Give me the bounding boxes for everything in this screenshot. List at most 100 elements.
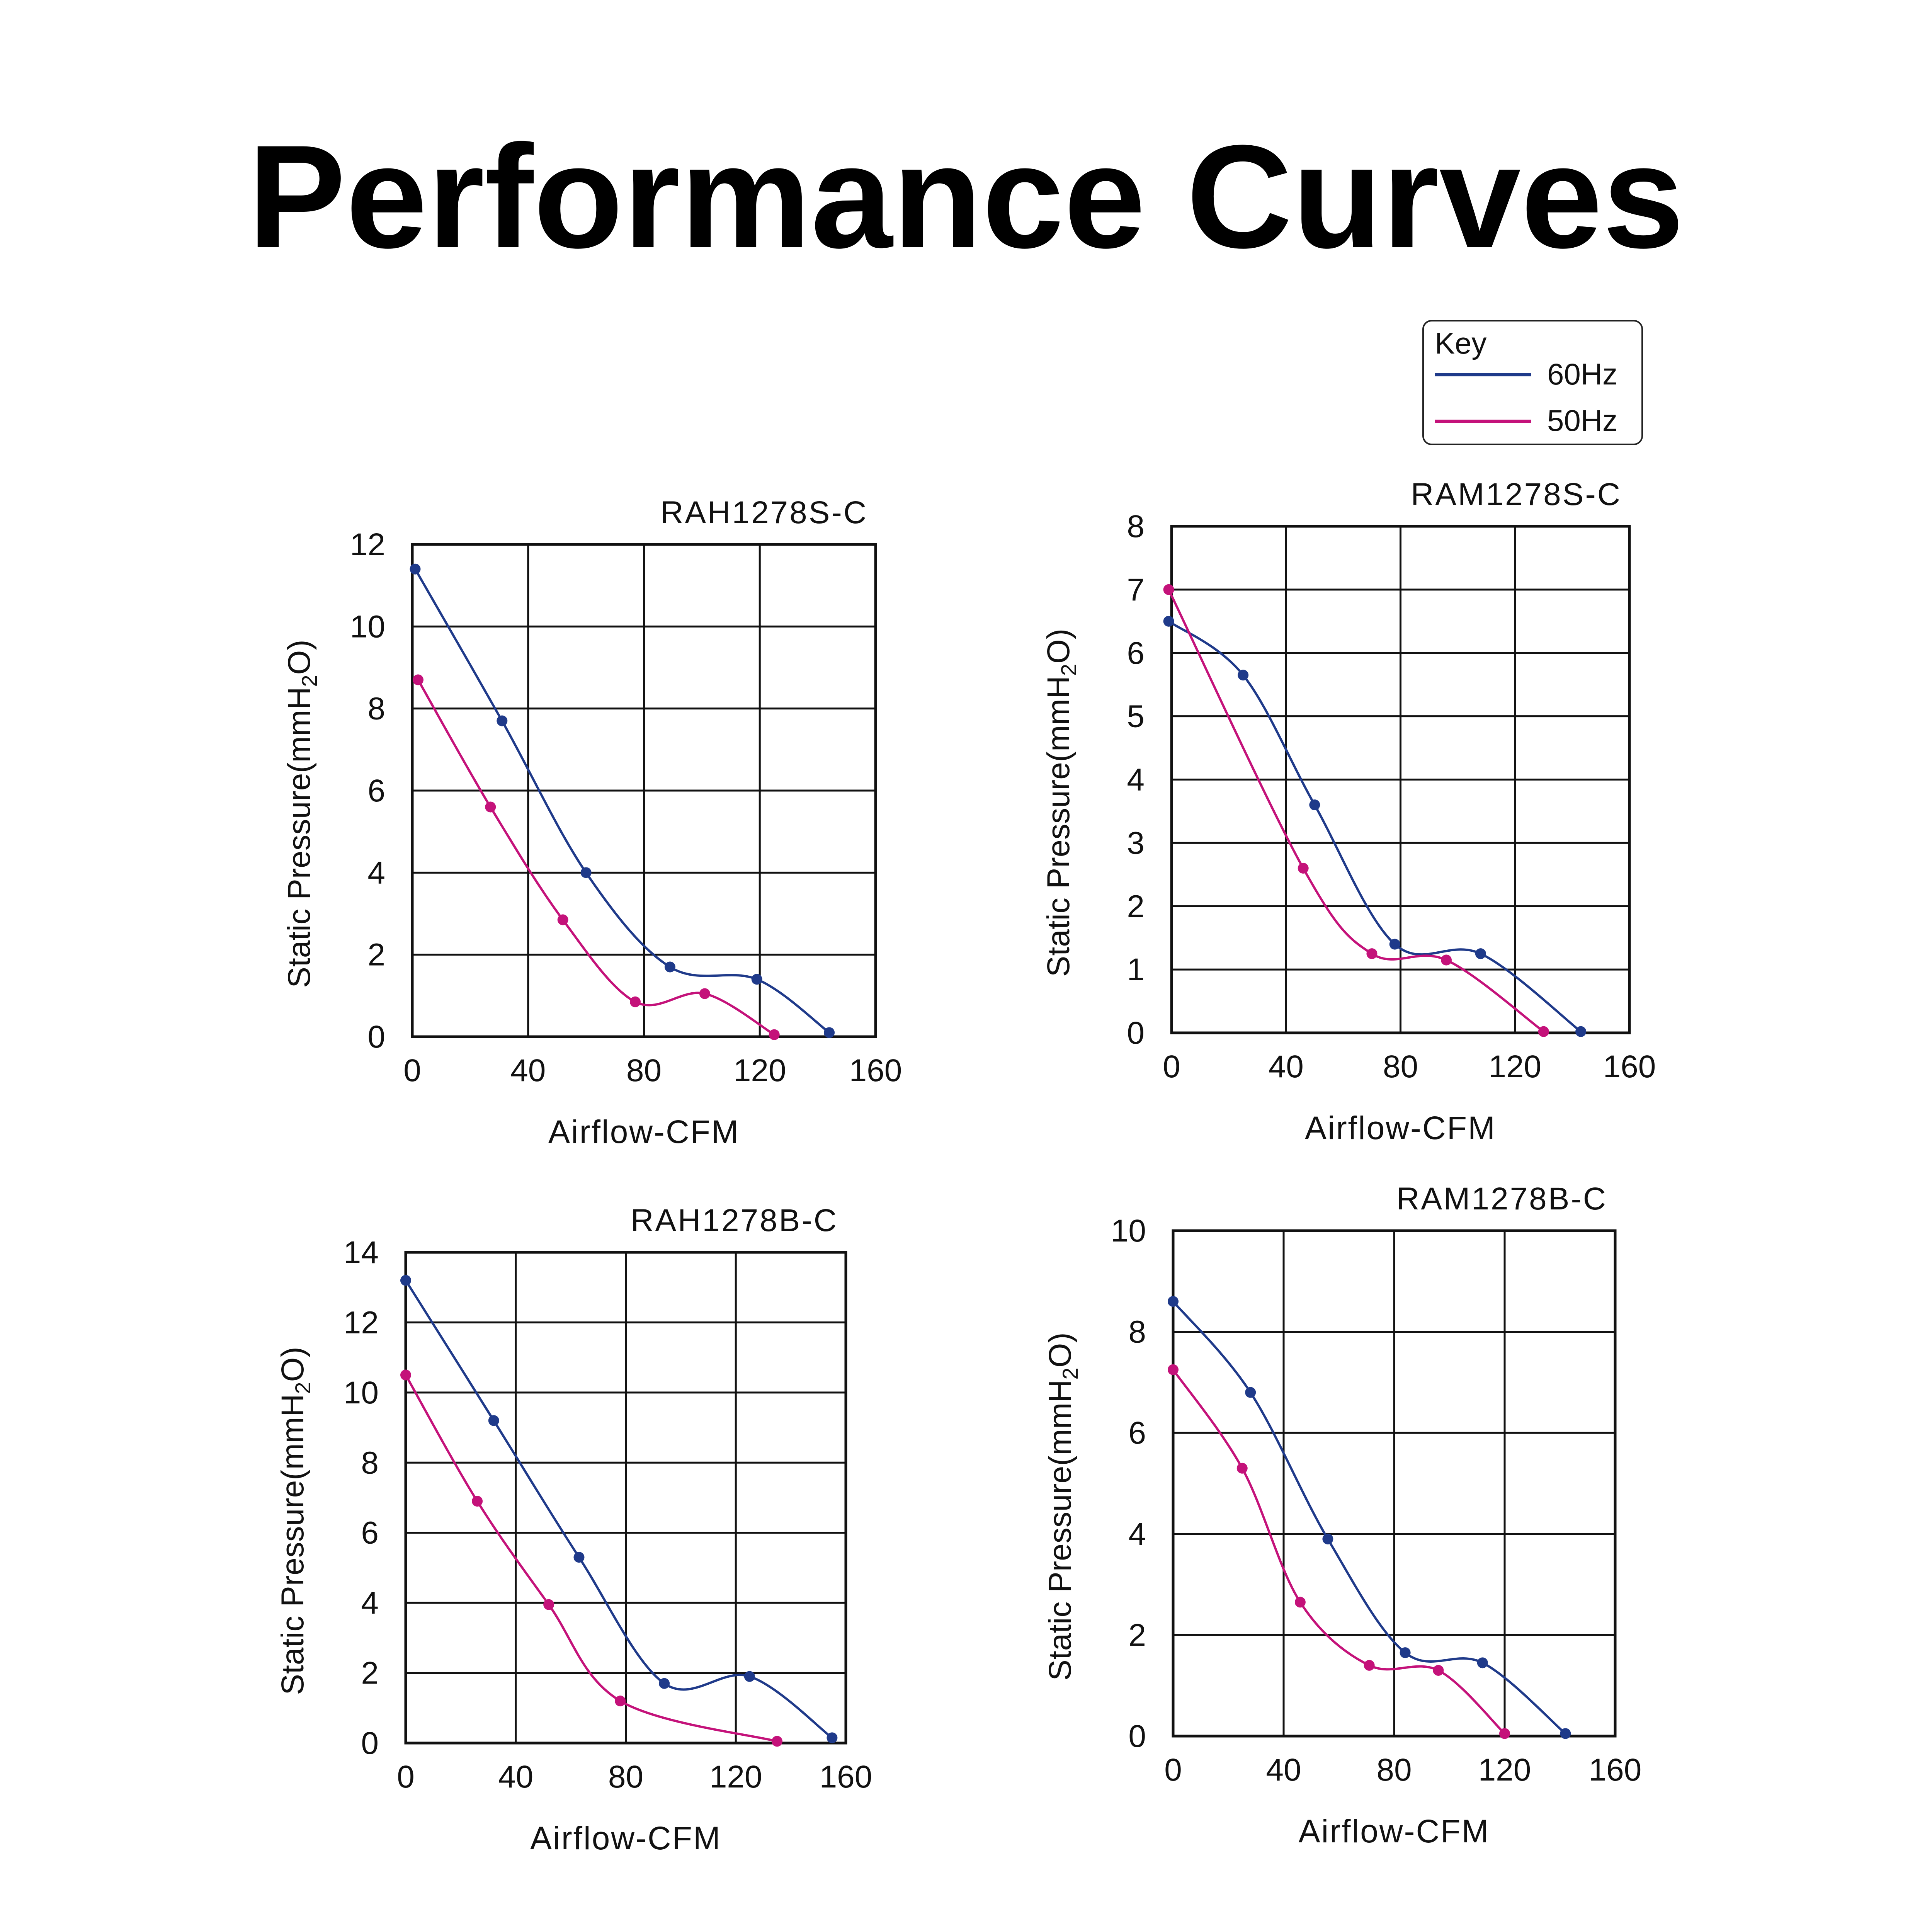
data-point-60hz — [824, 1027, 835, 1038]
legend-label-60hz: 60Hz — [1547, 357, 1617, 391]
y-tick-label: 0 — [1128, 1719, 1146, 1754]
x-tick-label: 160 — [849, 1053, 902, 1088]
data-point-60hz — [659, 1678, 670, 1689]
y-tick-label: 8 — [1128, 1315, 1146, 1350]
x-tick-label: 120 — [1478, 1752, 1531, 1787]
data-point-50hz — [557, 914, 568, 925]
y-tick-label: 8 — [361, 1445, 379, 1480]
y-tick-label: 8 — [1127, 509, 1145, 544]
y-tick-label: 2 — [1127, 889, 1145, 924]
plot-frame — [1170, 525, 1631, 1034]
data-point-60hz — [1575, 1026, 1587, 1037]
data-point-60hz — [497, 715, 508, 726]
x-tick-label: 80 — [1383, 1049, 1418, 1084]
data-point-60hz — [1309, 799, 1320, 811]
x-tick-label: 80 — [1376, 1752, 1412, 1787]
x-tick-label: 0 — [403, 1053, 421, 1088]
legend-title: Key — [1435, 326, 1486, 360]
y-tick-label: 0 — [367, 1019, 385, 1054]
x-tick-label: 160 — [1603, 1049, 1656, 1084]
x-tick-label: 120 — [1488, 1049, 1541, 1084]
data-point-60hz — [1238, 670, 1249, 681]
chart-rah1278b-c: 0 2 4 6 8 10 12 14 0 40 80 120 160 RAH1278B-C Airflow-… — [275, 1203, 872, 1856]
x-tick-label: 0 — [397, 1759, 415, 1794]
y-tick-label: 4 — [1127, 762, 1145, 798]
data-point-50hz — [1364, 1660, 1375, 1671]
data-point-60hz — [1163, 616, 1174, 627]
x-tick-label: 40 — [1266, 1752, 1301, 1787]
y-tick-label: 10 — [350, 609, 385, 644]
y-tick-label: 6 — [367, 773, 385, 808]
x-tick-label: 40 — [1269, 1049, 1304, 1084]
data-point-60hz — [488, 1415, 499, 1426]
x-axis-label: Airflow-CFM — [1299, 1813, 1490, 1849]
data-point-60hz — [580, 867, 592, 878]
data-point-60hz — [400, 1275, 411, 1286]
y-axis-label: Static Pressure(mmH2O) — [1041, 629, 1081, 977]
series-line-50hz — [1172, 1368, 1506, 1735]
data-point-50hz — [1538, 1026, 1549, 1037]
y-tick-label: 4 — [367, 855, 385, 890]
x-tick-label: 80 — [608, 1759, 643, 1794]
legend-box — [1422, 320, 1643, 445]
chart-title: RAH1278S-C — [660, 495, 868, 530]
y-tick-label: 7 — [1127, 572, 1145, 607]
y-tick-label: 6 — [1128, 1415, 1146, 1451]
data-point-60hz — [1477, 1657, 1488, 1668]
chart-title: RAH1278B-C — [631, 1203, 838, 1238]
data-point-50hz — [1298, 862, 1309, 874]
data-point-50hz — [630, 996, 641, 1007]
data-point-60hz — [410, 563, 421, 575]
x-tick-label: 160 — [1589, 1752, 1642, 1787]
data-point-60hz — [1400, 1647, 1411, 1658]
plot-frame — [411, 543, 877, 1038]
data-point-50hz — [1163, 584, 1174, 595]
data-point-50hz — [772, 1736, 783, 1747]
data-point-50hz — [1168, 1364, 1179, 1375]
data-point-50hz — [1294, 1597, 1306, 1608]
y-tick-label: 2 — [361, 1656, 379, 1691]
data-point-60hz — [1560, 1728, 1571, 1739]
y-tick-label: 2 — [1128, 1617, 1146, 1653]
data-point-50hz — [699, 988, 710, 999]
data-point-60hz — [1389, 939, 1400, 950]
y-tick-label: 2 — [367, 937, 385, 973]
data-point-50hz — [412, 674, 423, 685]
x-axis-label: Airflow-CFM — [530, 1820, 721, 1856]
y-tick-label: 6 — [361, 1515, 379, 1551]
data-point-50hz — [1441, 954, 1452, 966]
x-tick-label: 120 — [709, 1759, 762, 1794]
data-point-60hz — [1245, 1387, 1256, 1398]
data-point-60hz — [827, 1732, 838, 1743]
y-tick-label: 10 — [1111, 1213, 1146, 1248]
y-axis-label: Static Pressure(mmH2O) — [275, 1347, 315, 1695]
chart-title: RAM1278B-C — [1396, 1181, 1607, 1216]
data-point-60hz — [573, 1552, 585, 1563]
plot-frame — [1172, 1229, 1617, 1738]
y-tick-label: 12 — [344, 1305, 379, 1340]
x-tick-label: 160 — [820, 1759, 872, 1794]
data-point-60hz — [664, 961, 675, 973]
y-tick-label: 14 — [344, 1235, 379, 1270]
data-point-50hz — [1433, 1665, 1444, 1676]
y-tick-label: 0 — [361, 1726, 379, 1761]
x-axis-label: Airflow-CFM — [1305, 1110, 1496, 1146]
page-title: Performance Curves — [248, 114, 1684, 279]
plot-frame — [404, 1251, 847, 1745]
y-tick-label: 10 — [344, 1375, 379, 1410]
x-tick-label: 0 — [1163, 1049, 1180, 1084]
x-axis-label: Airflow-CFM — [548, 1114, 740, 1150]
y-tick-label: 3 — [1127, 825, 1145, 861]
series-line-50hz — [1167, 588, 1545, 1033]
data-point-60hz — [1322, 1533, 1333, 1544]
data-point-60hz — [1475, 948, 1486, 959]
data-point-50hz — [400, 1369, 411, 1381]
legend: Key 60Hz 50Hz — [1422, 320, 1643, 445]
y-tick-label: 6 — [1127, 636, 1145, 671]
y-tick-label: 4 — [361, 1585, 379, 1621]
y-axis-label: Static Pressure(mmH2O) — [1043, 1332, 1082, 1680]
y-tick-label: 8 — [367, 691, 385, 726]
